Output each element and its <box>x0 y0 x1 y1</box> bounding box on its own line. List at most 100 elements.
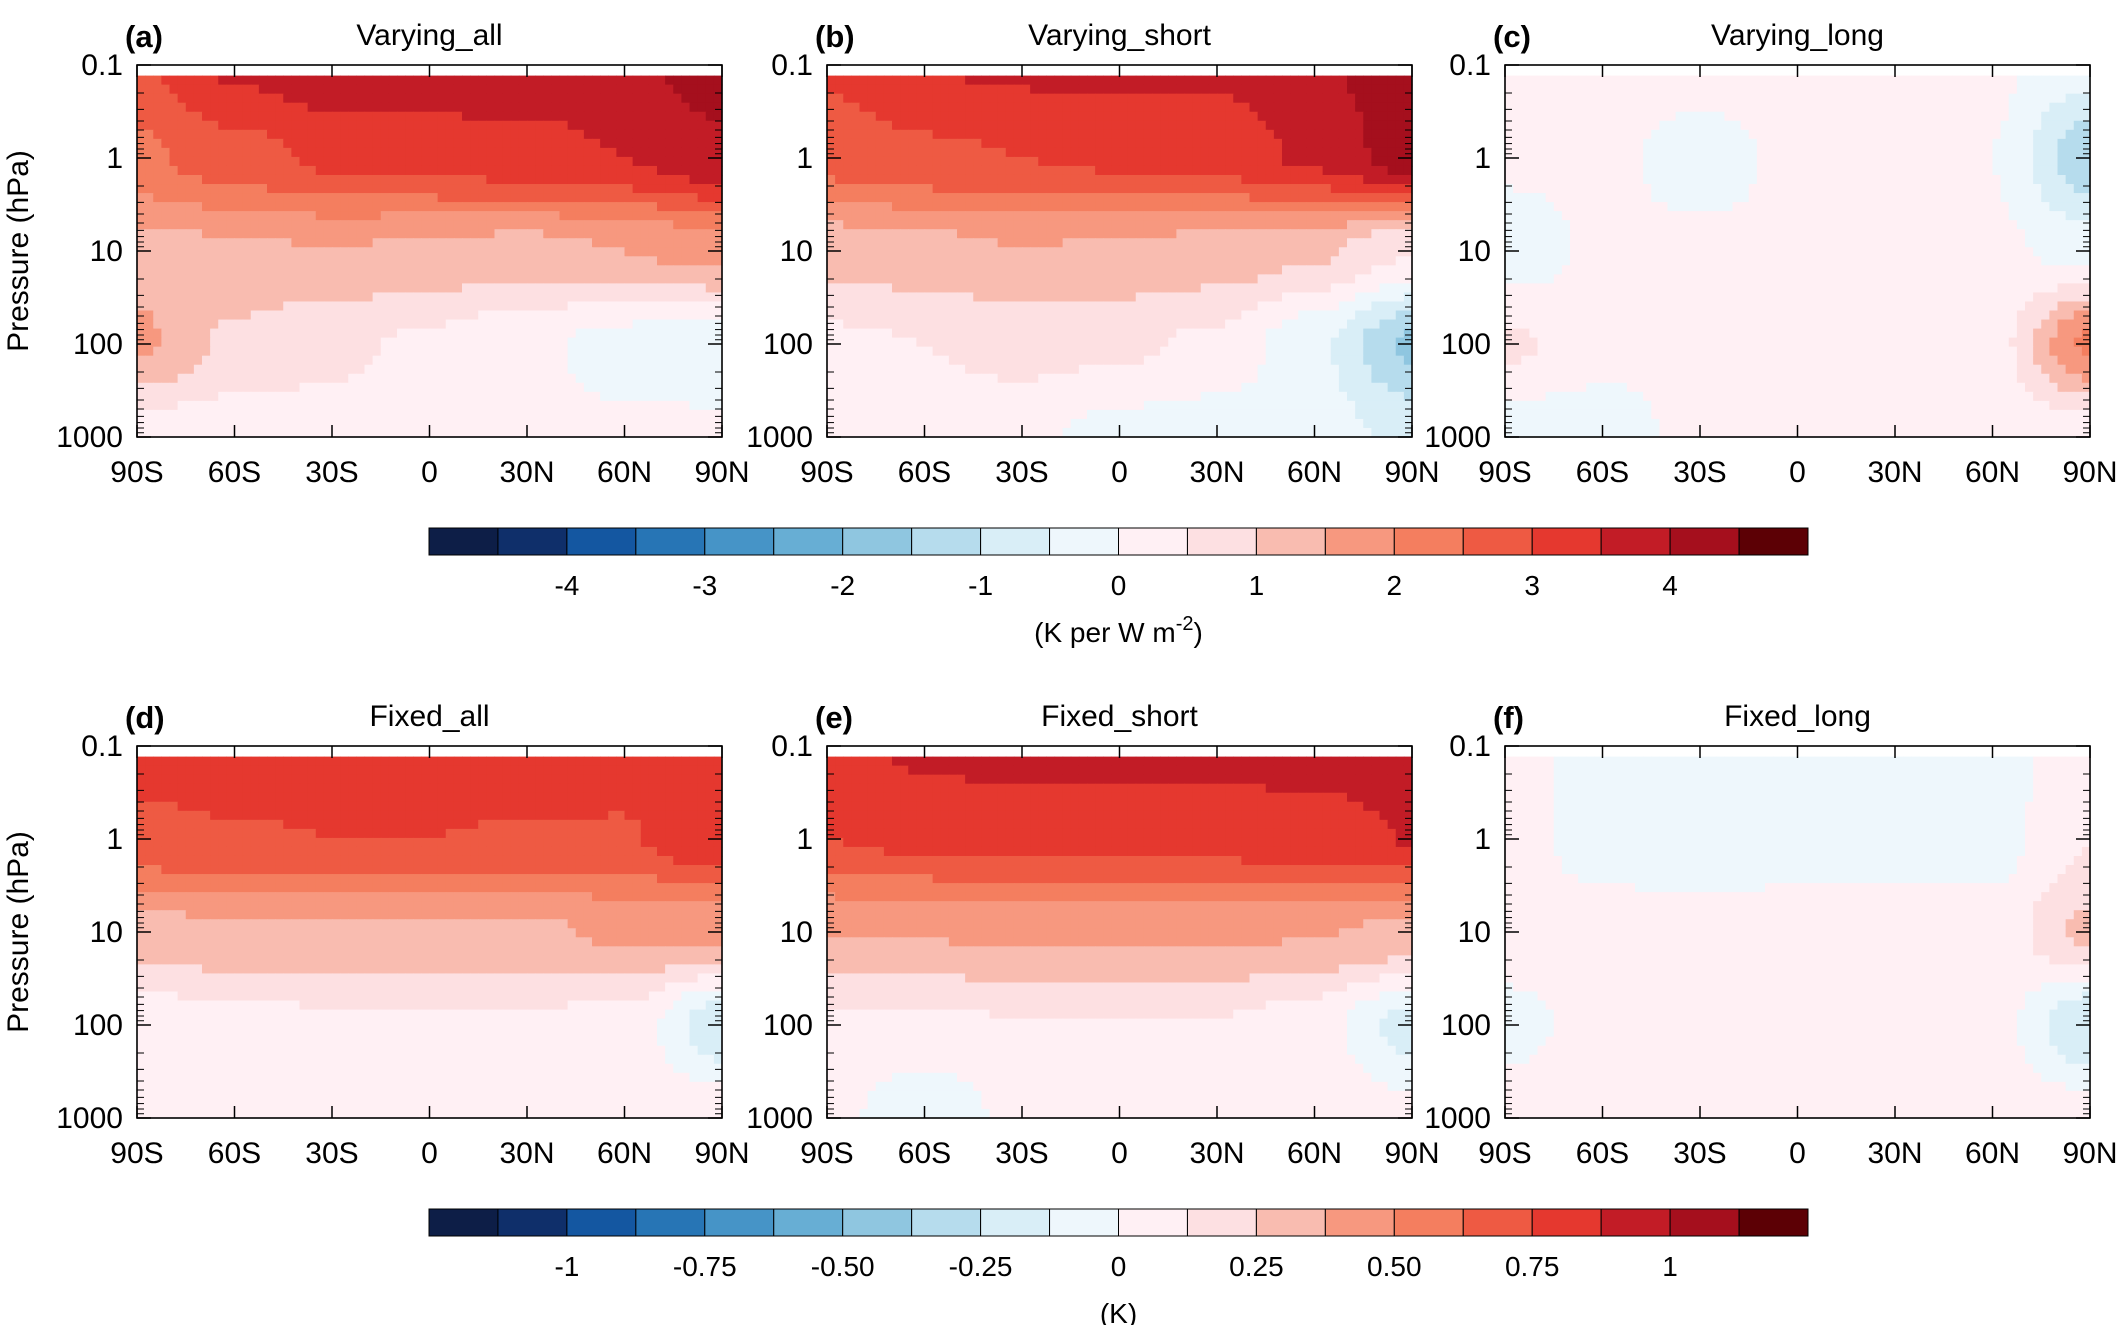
heatmap-cell <box>1005 202 1015 212</box>
heatmap-cell <box>592 229 601 239</box>
heatmap-cell <box>478 147 487 158</box>
heatmap-cell <box>518 373 528 384</box>
heatmap-cell <box>1022 120 1031 131</box>
heatmap-cell <box>1062 184 1072 194</box>
heatmap-cell <box>965 274 974 285</box>
heatmap-cell <box>673 229 682 239</box>
heatmap-cell <box>250 138 260 149</box>
heatmap-cell <box>1355 319 1364 330</box>
heatmap-cell <box>705 238 715 248</box>
heatmap-cell <box>486 129 496 140</box>
heatmap-cell <box>1347 129 1356 140</box>
heatmap-cell <box>527 129 536 140</box>
heatmap-cell <box>510 346 520 357</box>
heatmap-cell <box>1265 292 1275 303</box>
heatmap-cell <box>1143 247 1153 257</box>
heatmap-cell <box>226 319 236 330</box>
heatmap-cell <box>364 184 374 194</box>
heatmap-cell <box>323 337 333 348</box>
heatmap-cell <box>575 138 585 149</box>
heatmap-cell <box>1152 229 1161 239</box>
heatmap-cell <box>323 247 333 257</box>
heatmap-cell <box>1282 147 1291 158</box>
heatmap-cell <box>478 328 487 339</box>
heatmap-cell <box>1355 138 1364 149</box>
heatmap-cell <box>518 247 528 257</box>
heatmap-cell <box>1046 75 1056 86</box>
heatmap-cell <box>1314 283 1324 294</box>
heatmap-cell <box>202 400 211 411</box>
heatmap-cell <box>1217 292 1226 303</box>
heatmap-cell <box>210 391 219 402</box>
heatmap-cell <box>429 301 439 312</box>
heatmap-cell <box>348 319 357 330</box>
heatmap-cell <box>275 283 284 294</box>
heatmap-cell <box>697 319 707 330</box>
heatmap-cell <box>600 319 609 330</box>
heatmap-cell <box>299 427 309 438</box>
heatmap-cell <box>567 93 577 104</box>
heatmap-cell <box>1078 310 1088 321</box>
heatmap-cell <box>916 120 926 131</box>
heatmap-cell <box>518 355 528 366</box>
heatmap-cell <box>957 138 966 149</box>
heatmap-cell <box>1355 102 1364 113</box>
heatmap-cell <box>1395 256 1405 266</box>
heatmap-cell <box>908 75 917 86</box>
heatmap-cell <box>608 427 617 438</box>
heatmap-cell <box>1152 174 1161 185</box>
heatmap-cell <box>940 301 950 312</box>
heatmap-cell <box>218 328 227 339</box>
heatmap-cell <box>851 184 861 194</box>
heatmap-cell <box>397 265 406 275</box>
heatmap-cell <box>307 147 317 158</box>
heatmap-cell <box>470 418 479 429</box>
heatmap-cell <box>713 202 723 212</box>
heatmap-cell <box>250 93 260 104</box>
heatmap-cell <box>161 301 171 312</box>
heatmap-cell <box>177 292 187 303</box>
heatmap-cell <box>185 355 195 366</box>
heatmap-cell <box>1200 75 1210 86</box>
heatmap-cell <box>632 102 642 113</box>
heatmap-cell <box>226 84 236 95</box>
heatmap-cell <box>997 75 1007 86</box>
heatmap-cell <box>291 256 301 266</box>
heatmap-cell <box>323 120 333 131</box>
heatmap-cell <box>453 211 463 221</box>
heatmap-cell <box>1095 220 1104 230</box>
heatmap-cell <box>202 328 211 339</box>
heatmap-cell <box>1152 283 1161 294</box>
heatmap-cell <box>608 129 617 140</box>
heatmap-cell <box>153 247 162 257</box>
heatmap-cell <box>916 310 926 321</box>
heatmap-cell <box>705 247 715 257</box>
heatmap-cell <box>1257 202 1267 212</box>
heatmap-cell <box>1225 165 1234 176</box>
heatmap-cell <box>681 319 691 330</box>
heatmap-cell <box>1387 238 1397 248</box>
heatmap-cell <box>1143 265 1153 275</box>
heatmap-cell <box>226 202 236 212</box>
heatmap-cell <box>185 409 195 420</box>
heatmap-cell <box>705 283 715 294</box>
heatmap-cell <box>372 238 382 248</box>
heatmap-cell <box>973 265 982 275</box>
heatmap-cell <box>494 355 504 366</box>
heatmap-cell <box>1160 111 1169 122</box>
heatmap-cell <box>851 283 861 294</box>
heatmap-cell <box>145 138 154 149</box>
heatmap-cell <box>705 75 715 86</box>
heatmap-cell <box>1078 120 1088 131</box>
heatmap-cell <box>1290 211 1299 221</box>
heatmap-cell <box>478 283 487 294</box>
heatmap-cell <box>875 301 885 312</box>
heatmap-cell <box>267 337 276 348</box>
heatmap-cell <box>1143 174 1153 185</box>
heatmap-cell <box>380 265 390 275</box>
heatmap-cell <box>867 229 877 239</box>
heatmap-cell <box>600 346 609 357</box>
heatmap-cell <box>883 274 893 285</box>
heatmap-cell <box>478 301 487 312</box>
heatmap-cell <box>462 256 471 266</box>
